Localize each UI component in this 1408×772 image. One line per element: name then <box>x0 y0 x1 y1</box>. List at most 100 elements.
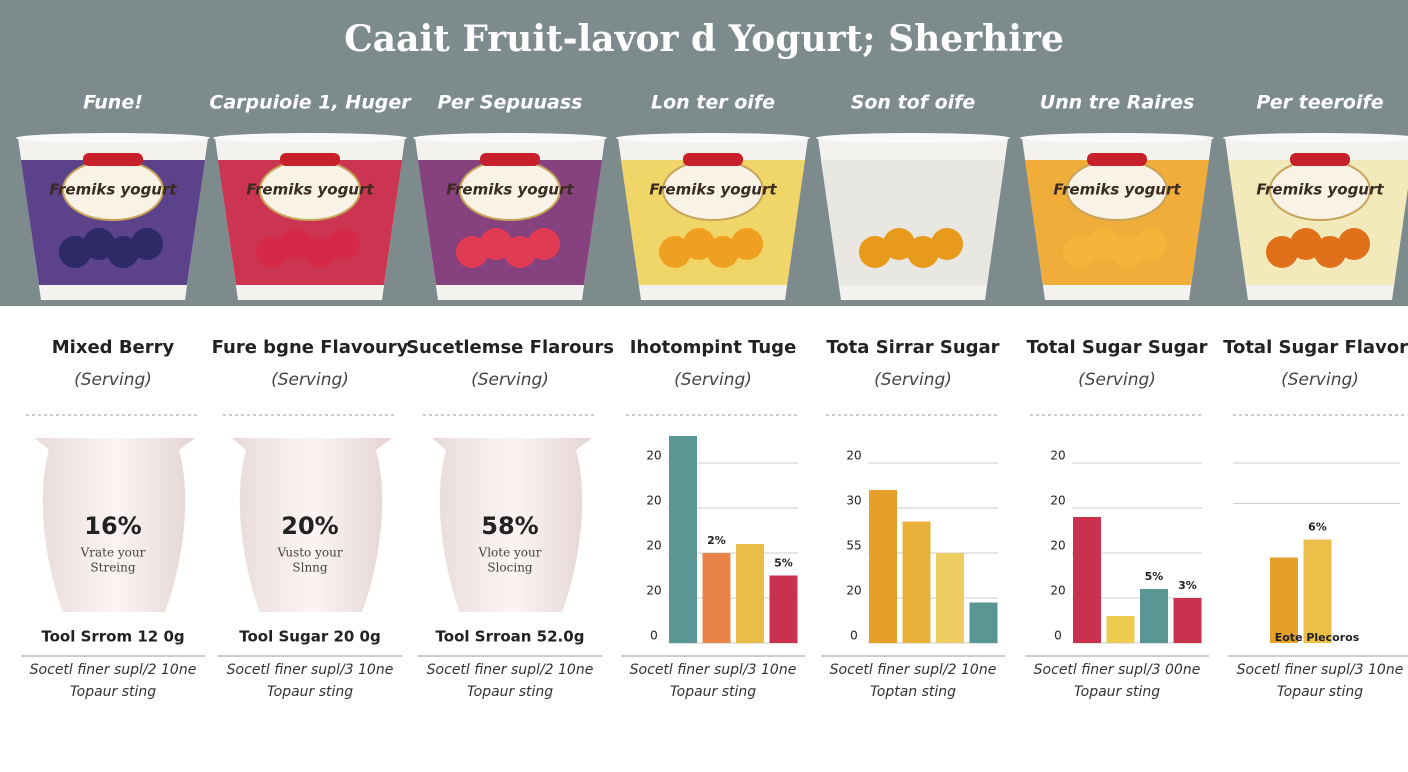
bar <box>902 521 931 643</box>
y-tick-label: 20 <box>1050 494 1065 508</box>
panel-footer: Topaur sting <box>70 684 156 700</box>
total: Tool Srrom 12 0g <box>41 628 184 646</box>
caption: Streing <box>90 561 135 575</box>
bar <box>1303 539 1332 643</box>
panel-heading: Total Sugar Flavorr <box>1223 337 1408 358</box>
brand-tag <box>480 153 540 166</box>
fruit <box>328 228 360 260</box>
fruit <box>131 228 163 260</box>
serving-cup <box>232 438 392 612</box>
value-label: 2% <box>707 534 726 547</box>
panel-heading: Mixed Berry <box>52 337 175 358</box>
panel-heading: Fure bgne Flavoury <box>212 337 409 358</box>
panel-heading: Ihotompint Tuge <box>630 337 797 358</box>
cup-rim <box>1020 133 1214 143</box>
panel-serving: (Serving) <box>1281 370 1359 390</box>
panel-heading: Sucetlemse Flarours <box>406 337 614 358</box>
product-label: Carpuioie 1, Huger <box>209 92 412 114</box>
product-label: Per teeroife <box>1256 92 1383 114</box>
panel-footer: Socetl finer supl/3 10ne <box>1237 662 1404 678</box>
cup-color <box>821 160 1005 285</box>
panel-footer: Socetl finer supl/2 10ne <box>30 662 197 678</box>
y-tick-label: 0 <box>650 629 658 643</box>
product-label: Per Sepuuass <box>438 92 583 114</box>
total: Tool Srroan 52.0g <box>436 628 585 646</box>
brand: Fremiks yogurt <box>49 181 177 199</box>
y-tick-label: 20 <box>1050 539 1065 553</box>
bar <box>1140 589 1168 643</box>
y-tick-label: 20 <box>646 539 661 553</box>
panel-footer: Topaur sting <box>467 684 553 700</box>
panel-footer: Topaur sting <box>1277 684 1363 700</box>
caption: Slocing <box>487 561 533 575</box>
brand-tag <box>83 153 143 166</box>
fruit <box>1338 228 1370 260</box>
chart-note: Eote Plecoros <box>1275 631 1360 644</box>
y-tick-label: 20 <box>646 584 661 598</box>
panel-serving: (Serving) <box>471 370 549 390</box>
panel-footer: Topaur sting <box>670 684 756 700</box>
panel-footer: Toptan sting <box>870 684 956 700</box>
product-label: Unn tre Raires <box>1040 92 1195 114</box>
caption: Vlote your <box>478 546 542 560</box>
value-label: 5% <box>1145 570 1164 583</box>
y-tick-label: 0 <box>850 629 858 643</box>
y-tick-label: 0 <box>1054 629 1062 643</box>
value-label: 6% <box>1308 521 1327 534</box>
brand: Fremiks yogurt <box>446 181 574 199</box>
cup-rim <box>1223 133 1408 143</box>
cup-rim <box>213 133 407 143</box>
product-label: Lon ter oife <box>651 92 775 114</box>
percent: 16% <box>84 512 141 540</box>
cup-rim <box>816 133 1010 143</box>
y-tick-label: 20 <box>1050 584 1065 598</box>
panel-footer: Socetl finer supl/3 00ne <box>1034 662 1201 678</box>
panel-serving: (Serving) <box>874 370 952 390</box>
bar <box>869 490 897 643</box>
panel-footer: Socetl finer supl/2 10ne <box>427 662 594 678</box>
bar <box>702 553 731 643</box>
brand-tag <box>1290 153 1350 166</box>
brand: Fremiks yogurt <box>649 181 777 199</box>
brand-tag <box>280 153 340 166</box>
bar <box>1270 557 1298 643</box>
caption: Vrate your <box>80 546 146 560</box>
bar <box>736 544 764 643</box>
panel-footer: Topaur sting <box>1074 684 1160 700</box>
percent: 58% <box>481 512 538 540</box>
caption: Slnng <box>292 561 328 575</box>
bar <box>769 575 798 643</box>
percent: 20% <box>281 512 338 540</box>
y-tick-label: 55 <box>846 539 861 553</box>
product-label: Son tof oife <box>851 92 976 114</box>
brand: Fremiks yogurt <box>246 181 374 199</box>
cup-rim <box>413 133 607 143</box>
value-label: 3% <box>1178 579 1197 592</box>
panel-serving: (Serving) <box>74 370 152 390</box>
panel-footer: Socetl finer supl/3 10ne <box>227 662 394 678</box>
panel-heading: Total Sugar Sugar <box>1026 337 1207 358</box>
cup-rim <box>16 133 210 143</box>
panel-footer: Topaur sting <box>267 684 353 700</box>
bar <box>1173 598 1202 643</box>
value-label: 5% <box>774 557 793 570</box>
y-tick-label: 20 <box>1050 449 1065 463</box>
y-tick-label: 30 <box>846 494 861 508</box>
y-tick-label: 20 <box>646 494 661 508</box>
caption: Vusto your <box>276 546 342 560</box>
brand: Fremiks yogurt <box>1256 181 1384 199</box>
panel-footer: Socetl finer supl/2 10ne <box>830 662 997 678</box>
brand-tag <box>683 153 743 166</box>
brand-tag <box>1087 153 1147 166</box>
title: Caait Fruit-lavor d Yogurt; Sherhire <box>344 18 1064 60</box>
panel-serving: (Serving) <box>674 370 752 390</box>
product-label: Fune! <box>83 92 143 114</box>
y-tick-label: 20 <box>846 584 861 598</box>
fruit <box>528 228 560 260</box>
bar <box>1106 616 1135 643</box>
bar <box>1073 517 1101 643</box>
fruit <box>731 228 763 260</box>
panel-serving: (Serving) <box>271 370 349 390</box>
serving-cup <box>35 438 195 612</box>
